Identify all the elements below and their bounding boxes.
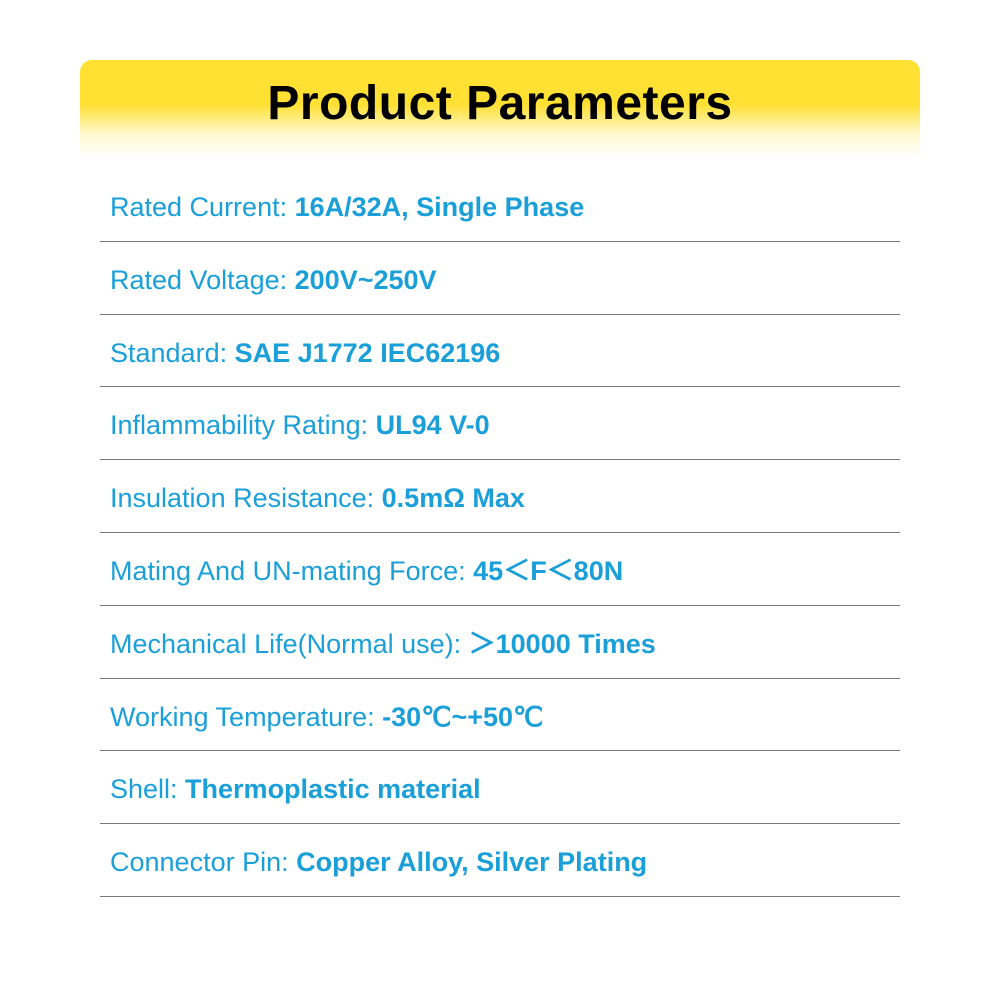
param-value: UL94 V-0 [376, 410, 490, 440]
param-value: 45＜F＜80N [473, 556, 623, 586]
param-label: Shell: [110, 774, 185, 804]
parameter-list: Rated Current: 16A/32A, Single Phase Rat… [80, 169, 920, 897]
param-row: Mechanical Life(Normal use): ＞10000 Time… [100, 606, 900, 679]
header-banner: Product Parameters [80, 60, 920, 159]
param-row: Connector Pin: Copper Alloy, Silver Plat… [100, 824, 900, 897]
param-value: 200V~250V [295, 265, 437, 295]
param-label: Working Temperature: [110, 702, 382, 732]
param-row: Rated Voltage: 200V~250V [100, 242, 900, 315]
param-label: Mechanical Life(Normal use): [110, 629, 469, 659]
param-row: Working Temperature: -30℃~+50℃ [100, 679, 900, 752]
param-label: Standard: [110, 338, 235, 368]
param-row: Rated Current: 16A/32A, Single Phase [100, 169, 900, 242]
param-label: Connector Pin: [110, 847, 296, 877]
param-row: Inflammability Rating: UL94 V-0 [100, 387, 900, 460]
param-value: SAE J1772 IEC62196 [235, 338, 501, 368]
param-value: 16A/32A, Single Phase [295, 192, 585, 222]
param-row: Insulation Resistance: 0.5mΩ Max [100, 460, 900, 533]
param-value: Thermoplastic material [185, 774, 481, 804]
page-title: Product Parameters [80, 76, 920, 131]
param-row: Standard: SAE J1772 IEC62196 [100, 315, 900, 388]
param-value: ＞10000 Times [469, 629, 656, 659]
param-row: Shell: Thermoplastic material [100, 751, 900, 824]
param-value: 0.5mΩ Max [382, 483, 525, 513]
param-value: Copper Alloy, Silver Plating [296, 847, 647, 877]
param-row: Mating And UN-mating Force: 45＜F＜80N [100, 533, 900, 606]
param-label: Mating And UN-mating Force: [110, 556, 473, 586]
param-label: Insulation Resistance: [110, 483, 382, 513]
param-label: Rated Voltage: [110, 265, 295, 295]
param-value: -30℃~+50℃ [382, 702, 543, 732]
param-label: Inflammability Rating: [110, 410, 376, 440]
param-label: Rated Current: [110, 192, 295, 222]
